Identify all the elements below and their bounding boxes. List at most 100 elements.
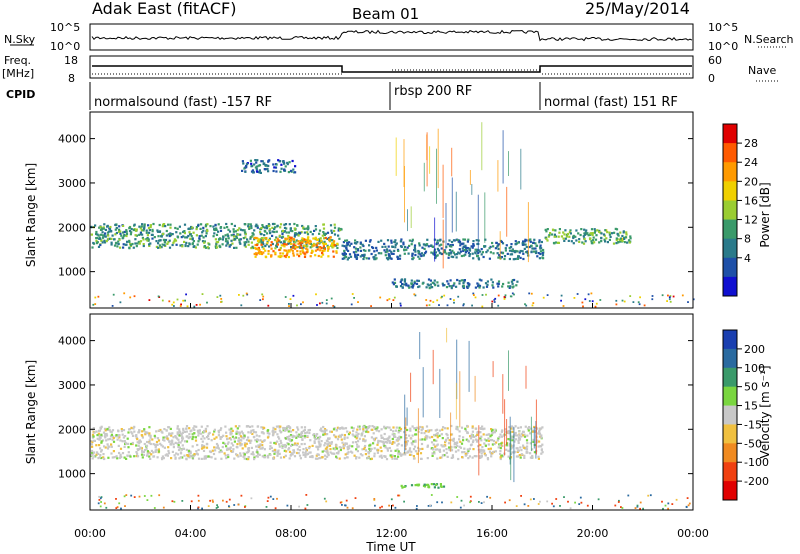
echo-cell	[489, 447, 492, 450]
echo-cell	[431, 286, 434, 289]
echo-streak	[451, 177, 453, 233]
echo-cell	[95, 239, 98, 242]
echo-cell	[353, 297, 355, 299]
echo-cell	[277, 239, 280, 242]
echo-cell	[213, 232, 216, 235]
echo-cell	[489, 451, 492, 455]
echo-cell	[474, 434, 478, 438]
echo-cell	[417, 483, 421, 486]
echo-cell	[193, 432, 196, 435]
echo-cell	[273, 230, 276, 234]
echo-cell	[442, 485, 446, 488]
echo-cell	[229, 438, 233, 441]
echo-cell	[147, 239, 150, 242]
echo-cell	[202, 229, 205, 232]
echo-cell	[134, 229, 138, 232]
echo-cell	[281, 446, 284, 449]
echo-cell	[250, 225, 253, 228]
echo-cell	[142, 244, 145, 248]
echo-cell	[463, 279, 466, 282]
echo-cell	[209, 499, 211, 502]
echo-cell	[479, 427, 482, 430]
echo-cell	[475, 427, 478, 430]
echo-cell	[403, 283, 406, 286]
echo-cell	[336, 438, 340, 441]
echo-cell	[99, 233, 102, 236]
echo-cell	[261, 440, 264, 443]
echo-cell	[351, 293, 354, 295]
echo-cell	[449, 298, 452, 300]
echo-cell	[266, 242, 269, 245]
echo-cell	[203, 241, 206, 244]
echo-cell	[259, 439, 262, 442]
echo-cell	[271, 230, 274, 233]
echo-cell	[274, 253, 277, 256]
echo-cell	[511, 430, 514, 433]
echo-cell	[496, 252, 499, 255]
echo-cell	[579, 496, 582, 499]
echo-cell	[566, 232, 569, 236]
echo-cell	[139, 231, 142, 234]
echo-cell	[504, 247, 507, 250]
cpid-segment-3: normal (fast) 151 RF	[544, 95, 678, 110]
echo-cell	[261, 443, 264, 447]
echo-cell	[321, 253, 325, 256]
echo-cell	[283, 162, 286, 165]
echo-cell	[129, 442, 133, 446]
echo-cell	[533, 498, 535, 500]
echo-cell	[133, 295, 136, 298]
echo-cell	[181, 500, 184, 502]
echo-cell	[436, 436, 439, 439]
echo-cell	[197, 494, 200, 497]
echo-cell	[332, 428, 336, 431]
echo-cell	[384, 245, 387, 248]
echo-cell	[111, 234, 114, 237]
echo-cell	[504, 428, 507, 431]
echo-cell	[405, 282, 408, 285]
echo-cell	[461, 242, 464, 245]
echo-cell	[163, 439, 166, 442]
echo-cell	[486, 283, 489, 286]
echo-cell	[450, 501, 453, 504]
colorbar-swatch	[723, 124, 737, 144]
echo-cell	[175, 243, 178, 246]
echo-cell	[102, 234, 105, 237]
echo-cell	[469, 437, 473, 440]
echo-cell	[303, 436, 306, 439]
echo-cell	[383, 438, 386, 441]
echo-cell	[327, 444, 330, 447]
echo-cell	[461, 451, 464, 454]
echo-cell	[505, 244, 508, 247]
echo-cell	[111, 456, 114, 459]
echo-cell	[288, 250, 291, 253]
echo-cell	[115, 434, 118, 437]
echo-cell	[288, 161, 291, 164]
echo-cell	[258, 241, 261, 244]
echo-cell	[526, 434, 529, 437]
echo-cell	[522, 444, 525, 447]
echo-cell	[471, 425, 474, 428]
echo-cell	[96, 434, 99, 437]
echo-cell	[390, 250, 393, 253]
echo-cell	[445, 448, 448, 451]
echo-cell	[528, 239, 531, 242]
echo-cell	[147, 224, 150, 227]
echo-cell	[161, 233, 164, 236]
echo-cell	[322, 433, 325, 436]
echo-cell	[247, 243, 250, 246]
echo-cell	[500, 251, 503, 254]
echo-cell	[344, 504, 347, 507]
echo-cell	[511, 279, 514, 282]
echo-cell	[285, 450, 288, 453]
echo-cell	[313, 440, 316, 443]
echo-streak	[417, 408, 419, 464]
echo-cell	[615, 242, 618, 245]
echo-cell	[123, 445, 126, 448]
echo-cell	[487, 439, 491, 442]
echo-cell	[353, 454, 356, 457]
echo-cell	[379, 440, 382, 443]
echo-cell	[221, 243, 224, 246]
echo-cell	[466, 282, 469, 285]
echo-cell	[330, 297, 333, 300]
echo-cell	[532, 302, 535, 304]
